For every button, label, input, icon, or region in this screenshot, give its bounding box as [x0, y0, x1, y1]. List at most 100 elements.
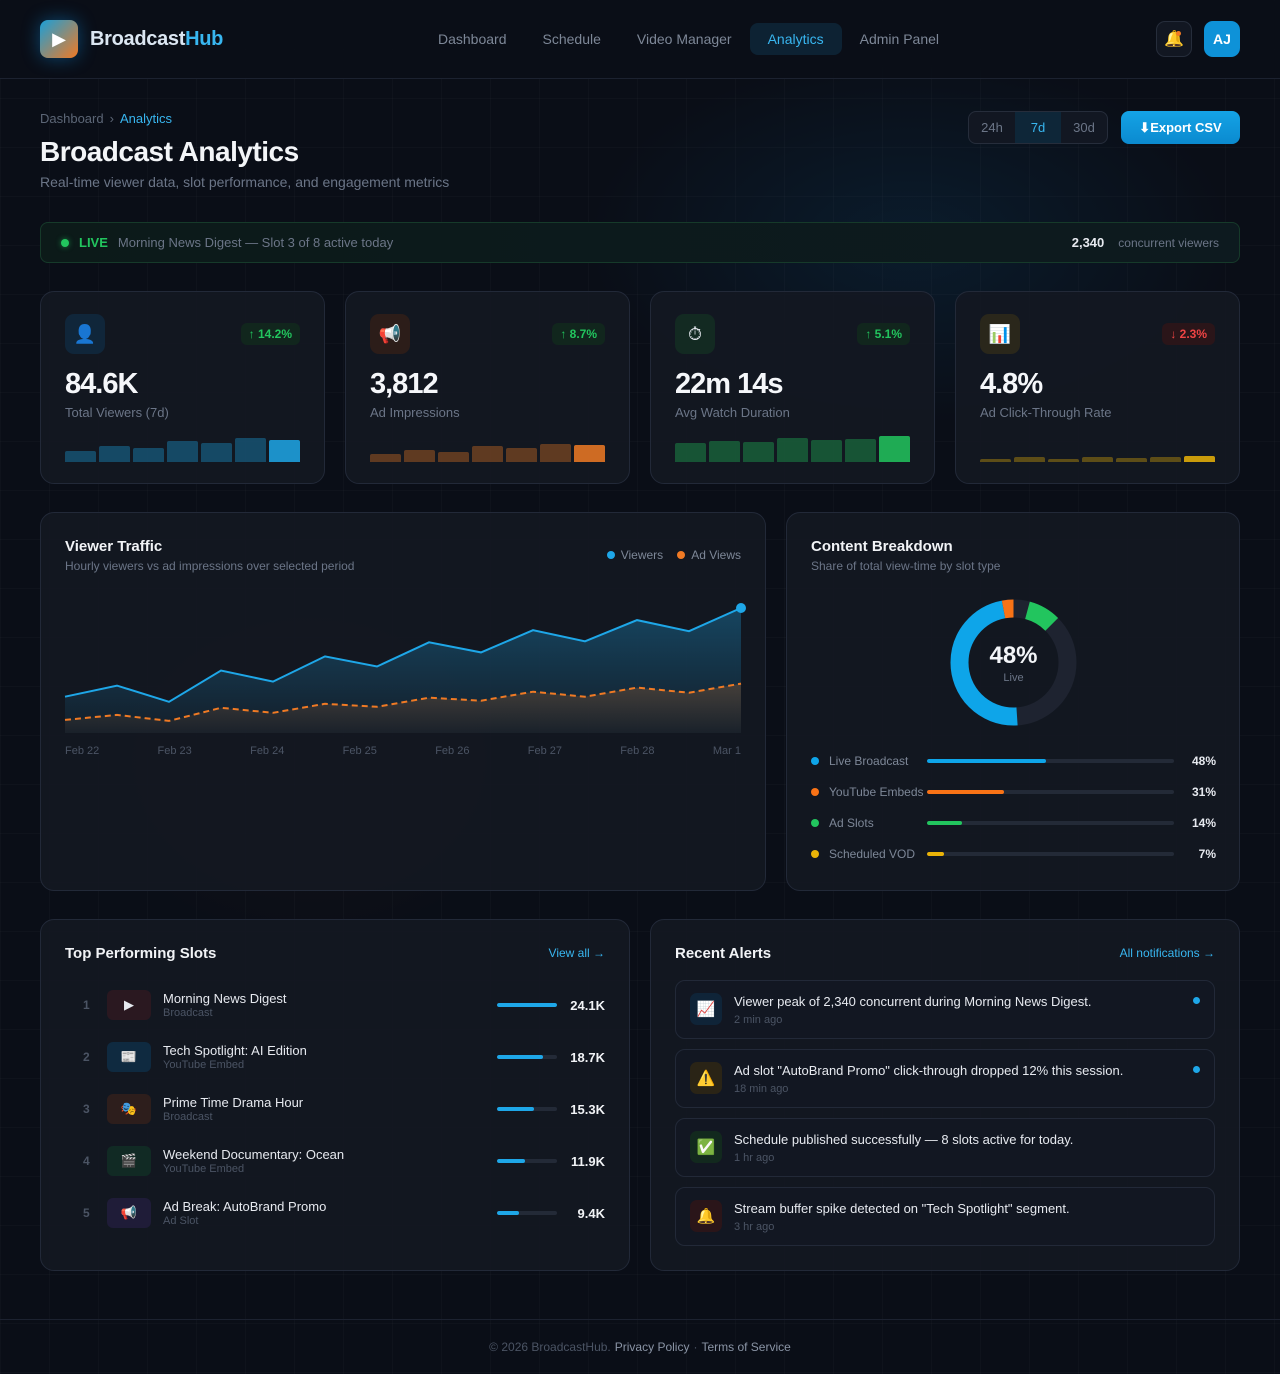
- nav-admin-panel[interactable]: Admin Panel: [859, 31, 940, 47]
- legend-dot: [811, 849, 819, 858]
- unread-dot: [1193, 997, 1200, 1004]
- slot-name: Weekend Documentary: Ocean: [163, 1146, 345, 1162]
- spark-bar: [99, 446, 130, 462]
- spark-bar: [133, 448, 164, 462]
- breakdown-bar-fill: [927, 851, 945, 856]
- spark-bar: [1082, 457, 1113, 462]
- notifications-button[interactable]: 🔔: [1156, 21, 1192, 57]
- page-title: Broadcast Analytics: [40, 136, 299, 167]
- slot-rank: 3: [83, 1102, 90, 1116]
- trend-badge: ↑ 8.7%: [552, 323, 605, 345]
- breakdown-row-youtube: YouTube Embeds 31%: [811, 776, 1216, 807]
- stat-card-ad-ctr: 📊 ↓ 2.3% 4.8% Ad Click-Through Rate: [955, 291, 1240, 484]
- trend-badge: ↑ 5.1%: [857, 323, 910, 345]
- breadcrumb-dashboard[interactable]: Dashboard: [40, 111, 104, 126]
- live-status-bar: LIVE Morning News Digest — Slot 3 of 8 a…: [40, 222, 1240, 263]
- viewer-traffic-panel: Viewer Traffic Hourly viewers vs ad impr…: [40, 512, 766, 891]
- export-csv-button[interactable]: ⬇Export CSV: [1121, 111, 1240, 144]
- concurrent-viewer-label: concurrent viewers: [1118, 235, 1219, 250]
- avatar[interactable]: AJ: [1204, 21, 1240, 57]
- alert-item[interactable]: 📈 Viewer peak of 2,340 concurrent during …: [675, 980, 1215, 1039]
- breakdown-label: Scheduled VOD: [829, 846, 916, 861]
- content-donut-chart: [950, 599, 1077, 726]
- megaphone-icon: 📢: [107, 1198, 151, 1228]
- alert-timestamp: 2 min ago: [734, 1014, 783, 1026]
- donut-segment[interactable]: [950, 599, 1077, 726]
- range-24h[interactable]: 24h: [981, 120, 1003, 135]
- megaphone-icon: 📢: [370, 314, 410, 354]
- newspaper-icon: 📰: [107, 1042, 151, 1072]
- breakdown-bar: [927, 789, 1174, 794]
- slot-progress-bar: [497, 1003, 557, 1007]
- alert-timestamp: 3 hr ago: [734, 1221, 775, 1233]
- unread-dot: [1193, 1066, 1200, 1073]
- live-indicator-dot: [61, 238, 69, 247]
- bar-chart-icon: 📊: [980, 314, 1020, 354]
- slot-viewers: 15.3K: [570, 1101, 605, 1117]
- chart-legend: Viewers Ad Views: [606, 548, 741, 562]
- all-notifications-link[interactable]: All notifications →: [1119, 946, 1215, 960]
- slot-row[interactable]: 2 📰 Tech Spotlight: AI Edition YouTube Embe…: [65, 1042, 605, 1072]
- x-tick: Feb 22: [65, 745, 100, 757]
- app-name-part2: Hub: [185, 27, 224, 50]
- nav-schedule[interactable]: Schedule: [542, 31, 601, 47]
- slot-type: Broadcast: [163, 1006, 213, 1019]
- top-slots-panel: Top Performing Slots View all → 1 ▶ Mornin…: [40, 919, 630, 1271]
- slot-type: YouTube Embed: [163, 1058, 245, 1071]
- range-7d[interactable]: 7d: [1015, 112, 1061, 143]
- breadcrumb-separator: ›: [109, 111, 114, 126]
- x-tick: Feb 24: [250, 745, 285, 757]
- spark-bar: [1116, 458, 1147, 462]
- panel-title: Recent Alerts: [675, 945, 772, 962]
- sparkline: [370, 428, 605, 462]
- alert-item[interactable]: 🔔 Stream buffer spike detected on "Tech S…: [675, 1187, 1215, 1246]
- view-all-link[interactable]: View all →: [548, 946, 605, 960]
- donut-segment[interactable]: [950, 599, 1077, 726]
- privacy-policy-link[interactable]: Privacy Policy: [614, 1340, 690, 1354]
- panel-title: Viewer Traffic: [65, 538, 163, 555]
- slot-row[interactable]: 5 📢 Ad Break: AutoBrand Promo Ad Slot 9.4K: [65, 1198, 605, 1228]
- slot-type: YouTube Embed: [163, 1162, 245, 1175]
- slot-row[interactable]: 3 🎭 Prime Time Drama Hour Broadcast 15.3K: [65, 1094, 605, 1124]
- range-30d[interactable]: 30d: [1073, 120, 1095, 135]
- main-nav: Dashboard Schedule Video Manager Analyti…: [420, 23, 957, 55]
- live-text: Morning News Digest — Slot 3 of 8 active…: [117, 235, 394, 250]
- terms-link[interactable]: Terms of Service: [701, 1340, 791, 1354]
- spark-bar: [1150, 457, 1181, 462]
- spark-bar: [167, 441, 198, 462]
- user-icon: 👤: [65, 314, 105, 354]
- nav-video-manager[interactable]: Video Manager: [636, 31, 732, 47]
- spark-bar: [540, 444, 571, 462]
- alert-message: Viewer peak of 2,340 concurrent during M…: [734, 994, 1092, 1009]
- panel-title: Top Performing Slots: [65, 945, 217, 962]
- spark-bar: [235, 438, 266, 462]
- spark-bar: [1048, 459, 1079, 462]
- alert-item[interactable]: ⚠️ Ad slot "AutoBrand Promo" click-throug…: [675, 1049, 1215, 1108]
- top-navbar: ▶ BroadcastHub Dashboard Schedule Video …: [0, 0, 1280, 79]
- sparkline: [980, 428, 1215, 462]
- slot-row[interactable]: 4 🎬 Weekend Documentary: Ocean YouTube Embe…: [65, 1146, 605, 1176]
- slot-rank: 2: [83, 1050, 90, 1064]
- slot-row[interactable]: 1 ▶ Morning News Digest Broadcast 24.1K: [65, 990, 605, 1020]
- nav-dashboard[interactable]: Dashboard: [438, 31, 507, 47]
- footer-separator: ·: [693, 1340, 698, 1354]
- slot-progress-fill: [497, 1159, 526, 1163]
- legend-label: Ad Views: [691, 548, 741, 562]
- live-tag: LIVE: [79, 235, 108, 250]
- latest-point-marker[interactable]: [736, 603, 746, 613]
- slot-info: Weekend Documentary: Ocean YouTube Embed: [163, 1147, 497, 1176]
- slot-info: Tech Spotlight: AI Edition YouTube Embed: [163, 1043, 497, 1072]
- alert-timestamp: 1 hr ago: [734, 1152, 775, 1164]
- breakdown-pct: 31%: [1192, 784, 1217, 799]
- logo[interactable]: ▶ BroadcastHub: [40, 20, 223, 58]
- alert-item[interactable]: ✅ Schedule published successfully — 8 slo…: [675, 1118, 1215, 1177]
- spark-bar: [811, 440, 842, 462]
- stat-label: Ad Impressions: [370, 405, 460, 420]
- nav-analytics[interactable]: Analytics: [749, 23, 842, 55]
- breakdown-label: Live Broadcast: [829, 753, 909, 768]
- slot-rank: 5: [83, 1206, 90, 1220]
- stopwatch-icon: ⏱: [675, 314, 715, 354]
- breakdown-row-vod: Scheduled VOD 7%: [811, 838, 1216, 869]
- slot-name: Prime Time Drama Hour: [163, 1094, 304, 1110]
- sparkline: [65, 428, 300, 462]
